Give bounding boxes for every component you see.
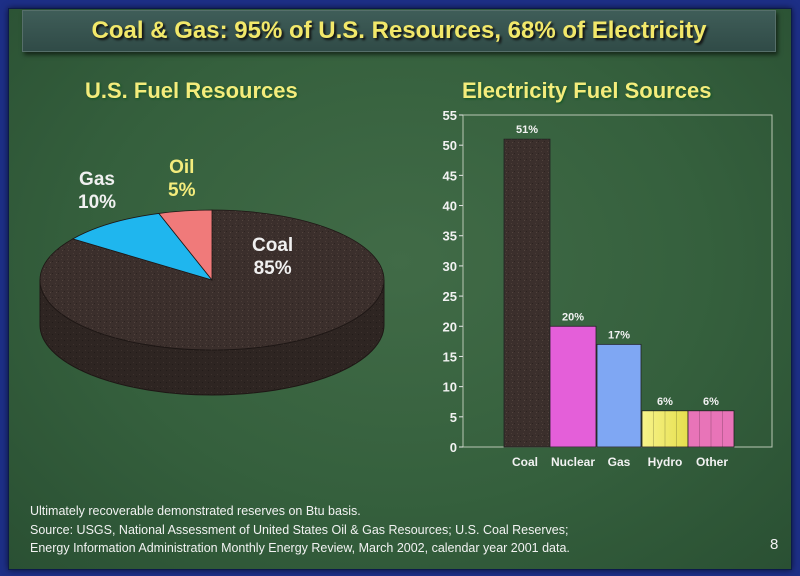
pie-slice-oil [158, 209, 213, 282]
pie-label-oil-name: Oil [169, 157, 195, 178]
footnote-eia: Energy Information Administration Monthl… [30, 541, 570, 555]
data-label-nuclear: 20% [562, 311, 584, 323]
title-banner: Coal & Gas: 95% of U.S. Resources, 68% o… [22, 10, 776, 52]
y-tick-label-25: 25 [443, 289, 457, 304]
data-label-other: 6% [703, 396, 719, 408]
bar-coal [503, 138, 551, 448]
y-tick-label-5: 5 [450, 410, 457, 425]
pie-label-coal-value: 85% [253, 258, 292, 279]
y-tick-label-0: 0 [450, 440, 457, 455]
pie-label-oil: Oil 5% [168, 156, 195, 202]
pie-label-gas-name: Gas [79, 169, 115, 190]
pie-slice-gas [71, 212, 214, 281]
data-label-gas: 17% [608, 329, 630, 341]
pie-label-gas: Gas 10% [78, 168, 116, 214]
y-tick-label-20: 20 [443, 319, 457, 334]
y-tick-label-10: 10 [443, 380, 457, 395]
y-tick-label-55: 55 [443, 108, 457, 123]
bar-hydro [641, 410, 689, 448]
pie-label-coal: Coal 85% [252, 234, 293, 280]
slide-title: Coal & Gas: 95% of U.S. Resources, 68% o… [91, 17, 707, 44]
data-label-coal: 51% [516, 124, 538, 136]
category-label-gas: Gas [608, 455, 631, 469]
y-tick-label-50: 50 [443, 138, 457, 153]
y-tick-label-35: 35 [443, 229, 457, 244]
pie-chart [39, 209, 385, 396]
pie-label-gas-value: 10% [78, 192, 117, 213]
bar-chart: 0 5 10 15 20 25 30 35 40 45 50 55 51% Coal 20% Nuclear 1… [443, 108, 773, 469]
category-label-other: Other [696, 455, 728, 469]
pie-label-coal-name: Coal [252, 235, 294, 256]
category-label-hydro: Hydro [648, 455, 683, 469]
pie-label-oil-value: 5% [168, 180, 196, 201]
category-label-coal: Coal [512, 455, 538, 469]
bar-chart-title: Electricity Fuel Sources [462, 78, 712, 103]
y-tick-label-30: 30 [443, 259, 457, 274]
data-label-hydro: 6% [657, 396, 673, 408]
category-label-nuclear: Nuclear [551, 455, 595, 469]
footnote-source: Source: USGS, National Assessment of Uni… [30, 523, 569, 537]
footnote-basis: Ultimately recoverable demonstrated rese… [30, 504, 361, 518]
y-tick-label-15: 15 [443, 349, 457, 364]
y-tick-label-40: 40 [443, 199, 457, 214]
bar-nuclear [549, 325, 597, 448]
y-tick-label-45: 45 [443, 168, 457, 183]
bar-other [687, 410, 735, 448]
pie-chart-title: U.S. Fuel Resources [85, 78, 298, 103]
page-number: 8 [770, 536, 779, 553]
bar-gas [596, 343, 642, 448]
